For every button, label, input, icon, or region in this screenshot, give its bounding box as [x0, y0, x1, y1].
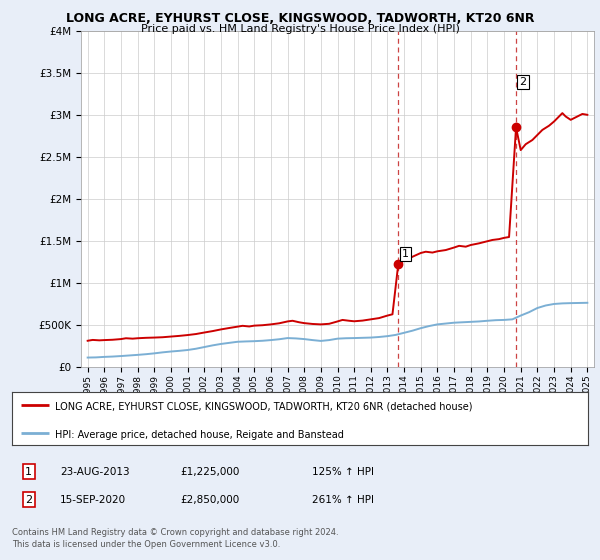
Text: Contains HM Land Registry data © Crown copyright and database right 2024.
This d: Contains HM Land Registry data © Crown c… — [12, 528, 338, 549]
Text: 1: 1 — [401, 249, 409, 259]
Text: £1,225,000: £1,225,000 — [180, 466, 239, 477]
Text: 2: 2 — [520, 77, 527, 87]
Text: 2: 2 — [25, 494, 32, 505]
Text: £2,850,000: £2,850,000 — [180, 494, 239, 505]
Text: HPI: Average price, detached house, Reigate and Banstead: HPI: Average price, detached house, Reig… — [55, 430, 344, 440]
Text: 15-SEP-2020: 15-SEP-2020 — [60, 494, 126, 505]
Text: 23-AUG-2013: 23-AUG-2013 — [60, 466, 130, 477]
Text: 261% ↑ HPI: 261% ↑ HPI — [312, 494, 374, 505]
Text: 125% ↑ HPI: 125% ↑ HPI — [312, 466, 374, 477]
Text: LONG ACRE, EYHURST CLOSE, KINGSWOOD, TADWORTH, KT20 6NR (detached house): LONG ACRE, EYHURST CLOSE, KINGSWOOD, TAD… — [55, 402, 473, 412]
Text: Price paid vs. HM Land Registry's House Price Index (HPI): Price paid vs. HM Land Registry's House … — [140, 24, 460, 34]
Text: 1: 1 — [25, 466, 32, 477]
Text: LONG ACRE, EYHURST CLOSE, KINGSWOOD, TADWORTH, KT20 6NR: LONG ACRE, EYHURST CLOSE, KINGSWOOD, TAD… — [66, 12, 534, 25]
